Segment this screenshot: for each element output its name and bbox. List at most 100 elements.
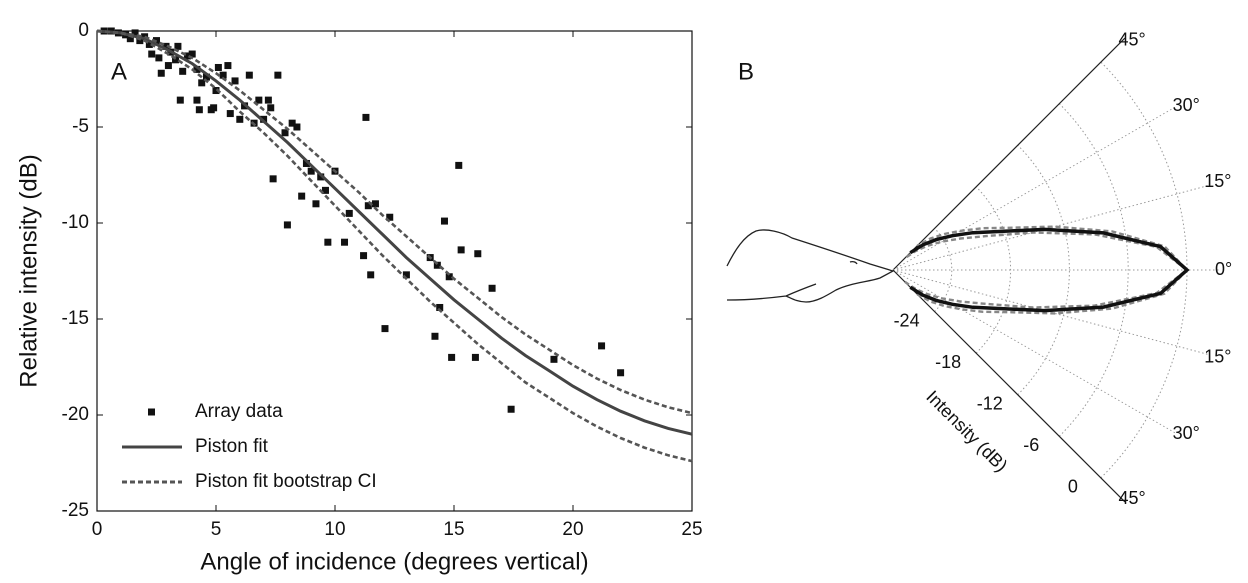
data-point xyxy=(148,50,156,58)
data-point xyxy=(307,167,315,175)
theta-tick-label: 30° xyxy=(1173,423,1200,443)
legend-marker xyxy=(148,408,155,416)
data-point xyxy=(219,71,227,79)
theta-grid-line xyxy=(892,269,1178,435)
data-point xyxy=(164,62,172,70)
beam-pattern xyxy=(904,231,1189,309)
data-point xyxy=(214,63,222,71)
data-point xyxy=(317,173,325,181)
y-tick-label: -5 xyxy=(72,116,89,137)
data-point xyxy=(321,186,329,194)
data-point xyxy=(371,200,379,208)
data-point xyxy=(488,284,496,292)
data-point xyxy=(183,52,191,60)
data-point xyxy=(131,29,139,37)
data-point xyxy=(364,202,372,210)
data-point xyxy=(507,405,515,413)
data-point xyxy=(224,62,232,70)
data-point xyxy=(172,56,180,64)
data-point xyxy=(445,273,453,281)
grid-arc xyxy=(975,186,1012,354)
data-point xyxy=(448,353,456,361)
legend-label: Piston fit xyxy=(195,436,269,457)
data-point xyxy=(141,33,149,41)
data-point xyxy=(455,161,463,169)
fit-line xyxy=(96,29,693,415)
x-tick-label: 15 xyxy=(443,519,464,540)
fit-line xyxy=(96,29,693,436)
data-point xyxy=(236,115,244,123)
data-point xyxy=(126,35,134,43)
data-point xyxy=(362,113,370,121)
data-point xyxy=(231,77,239,85)
panel-label: A xyxy=(111,58,127,85)
data-point xyxy=(367,271,375,279)
data-point xyxy=(433,261,441,269)
data-point xyxy=(288,119,296,127)
data-point xyxy=(324,238,332,246)
data-point xyxy=(341,238,349,246)
data-point xyxy=(226,110,234,118)
data-point xyxy=(436,303,444,311)
y-tick-label: -15 xyxy=(62,308,89,329)
data-point xyxy=(188,50,196,58)
r-tick-label: -18 xyxy=(935,352,961,372)
y-axis-title: Relative intensity (dB) xyxy=(15,154,42,387)
theta-tick-label: 45° xyxy=(1118,29,1145,49)
data-point xyxy=(283,221,291,229)
y-tick-label: 0 xyxy=(78,20,89,41)
data-point xyxy=(210,104,218,112)
data-point xyxy=(267,104,275,112)
data-point xyxy=(598,342,606,350)
theta-tick-label: 15° xyxy=(1204,347,1231,367)
x-tick-label: 25 xyxy=(681,519,702,540)
data-point xyxy=(312,200,320,208)
y-tick-label: -20 xyxy=(62,404,89,425)
data-point xyxy=(302,159,310,167)
data-point xyxy=(402,271,410,279)
data-point xyxy=(195,106,203,114)
data-point xyxy=(212,87,220,95)
theta-tick-label: 0° xyxy=(1215,259,1232,279)
legend-label: Piston fit bootstrap CI xyxy=(195,471,377,492)
data-point xyxy=(193,65,201,73)
data-point xyxy=(457,246,465,254)
data-point xyxy=(281,129,289,137)
data-point xyxy=(176,96,184,104)
data-point xyxy=(269,175,277,183)
theta-grid-line xyxy=(892,105,1178,271)
data-point xyxy=(174,42,182,50)
data-point xyxy=(202,73,210,81)
data-point xyxy=(255,96,263,104)
r-tick-label: -24 xyxy=(894,310,920,330)
theta-grid-line xyxy=(892,269,1126,503)
data-point xyxy=(345,209,353,217)
x-tick-label: 20 xyxy=(562,519,583,540)
y-tick-label: -10 xyxy=(62,212,89,233)
data-point xyxy=(381,325,389,333)
r-tick-label: -12 xyxy=(977,393,1003,413)
r-tick-label: 0 xyxy=(1068,477,1078,497)
legend-label: Array data xyxy=(195,401,283,422)
x-tick-label: 0 xyxy=(92,519,103,540)
data-point xyxy=(198,79,206,87)
data-point xyxy=(179,67,187,75)
x-axis-title: Angle of incidence (degrees vertical) xyxy=(200,548,588,575)
data-point xyxy=(298,192,306,200)
x-tick-label: 10 xyxy=(324,519,345,540)
data-point xyxy=(264,96,272,104)
dolphin-illustration xyxy=(726,229,895,303)
grid-arc xyxy=(1058,103,1129,437)
data-point xyxy=(293,123,301,131)
data-point xyxy=(617,369,625,377)
data-point xyxy=(145,40,153,48)
data-point xyxy=(471,353,479,361)
theta-tick-label: 30° xyxy=(1173,95,1200,115)
data-point xyxy=(360,252,368,260)
r-tick-label: -6 xyxy=(1023,435,1039,455)
theta-tick-label: 45° xyxy=(1118,488,1145,508)
data-point xyxy=(157,69,165,77)
x-tick-label: 5 xyxy=(211,519,222,540)
data-point xyxy=(440,217,448,225)
